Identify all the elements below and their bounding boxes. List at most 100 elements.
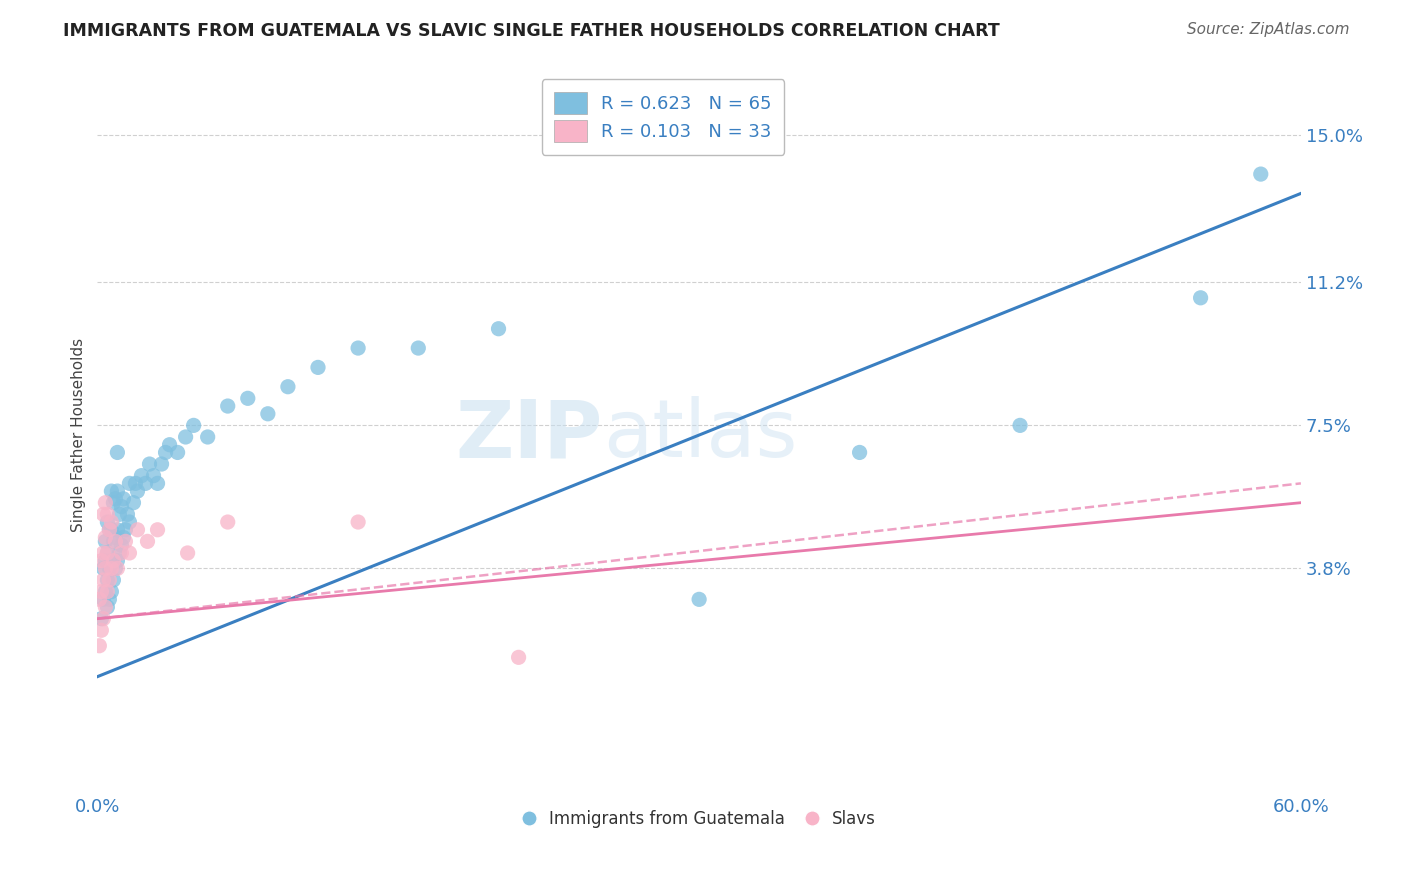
Point: [104, 531, 127, 545]
Point: [166, 445, 188, 459]
Point: [100, 554, 122, 568]
Point: [408, 341, 430, 355]
Point: [100, 561, 122, 575]
Point: [93, 561, 115, 575]
Point: [96, 600, 118, 615]
Text: ZIP: ZIP: [456, 396, 603, 474]
Point: [94, 531, 117, 545]
Text: Source: ZipAtlas.com: Source: ZipAtlas.com: [1187, 22, 1350, 37]
Point: [107, 561, 129, 575]
Point: [236, 392, 259, 406]
Point: [100, 484, 122, 499]
Point: [90, 624, 112, 638]
Point: [94, 534, 117, 549]
Point: [94, 554, 117, 568]
Point: [93, 612, 115, 626]
Point: [110, 500, 132, 514]
Point: [107, 445, 129, 459]
Point: [117, 508, 139, 522]
Point: [107, 484, 129, 499]
Point: [89, 592, 111, 607]
Point: [124, 476, 146, 491]
Point: [104, 534, 127, 549]
Point: [176, 546, 198, 560]
Point: [103, 534, 125, 549]
Point: [110, 538, 132, 552]
Point: [94, 584, 117, 599]
Point: [110, 546, 132, 560]
Point: [90, 554, 112, 568]
Point: [136, 534, 159, 549]
Point: [90, 612, 112, 626]
Point: [197, 430, 219, 444]
Point: [98, 523, 121, 537]
Point: [94, 561, 117, 575]
Point: [118, 546, 141, 560]
Point: [1189, 291, 1212, 305]
Point: [100, 515, 122, 529]
Point: [347, 515, 370, 529]
Point: [155, 445, 177, 459]
Point: [94, 600, 117, 615]
Point: [142, 468, 165, 483]
Point: [131, 468, 153, 483]
Point: [90, 584, 112, 599]
Point: [257, 407, 280, 421]
Point: [183, 418, 205, 433]
Point: [103, 496, 125, 510]
Point: [217, 399, 239, 413]
Point: [112, 531, 135, 545]
Point: [93, 508, 115, 522]
Text: IMMIGRANTS FROM GUATEMALA VS SLAVIC SINGLE FATHER HOUSEHOLDS CORRELATION CHART: IMMIGRANTS FROM GUATEMALA VS SLAVIC SING…: [63, 22, 1000, 40]
Point: [93, 546, 115, 560]
Point: [98, 561, 121, 575]
Point: [100, 584, 122, 599]
Point: [98, 592, 121, 607]
Point: [134, 476, 156, 491]
Point: [94, 496, 117, 510]
Point: [127, 484, 149, 499]
Point: [103, 554, 125, 568]
Point: [688, 592, 710, 607]
Point: [107, 523, 129, 537]
Point: [108, 546, 131, 560]
Point: [1010, 418, 1032, 433]
Point: [217, 515, 239, 529]
Point: [307, 360, 329, 375]
Legend: Immigrants from Guatemala, Slavs: Immigrants from Guatemala, Slavs: [516, 803, 883, 834]
Point: [174, 430, 197, 444]
Text: atlas: atlas: [603, 396, 797, 474]
Point: [96, 546, 118, 560]
Point: [118, 515, 141, 529]
Point: [1250, 167, 1272, 181]
Point: [96, 546, 118, 560]
Y-axis label: Single Father Households: Single Father Households: [72, 338, 86, 533]
Point: [103, 573, 125, 587]
Point: [347, 341, 370, 355]
Point: [93, 592, 115, 607]
Point: [122, 496, 145, 510]
Point: [488, 322, 510, 336]
Point: [93, 573, 115, 587]
Point: [100, 523, 122, 537]
Point: [508, 650, 530, 665]
Point: [118, 476, 141, 491]
Point: [138, 457, 160, 471]
Point: [96, 508, 118, 522]
Point: [98, 573, 121, 587]
Point: [848, 445, 870, 459]
Point: [96, 584, 118, 599]
Point: [96, 573, 118, 587]
Point: [146, 476, 169, 491]
Point: [114, 534, 136, 549]
Point: [89, 639, 111, 653]
Point: [98, 523, 121, 537]
Point: [107, 554, 129, 568]
Point: [108, 508, 131, 522]
Point: [127, 523, 149, 537]
Point: [159, 438, 181, 452]
Point: [114, 523, 136, 537]
Point: [112, 491, 135, 506]
Point: [104, 491, 127, 506]
Point: [277, 380, 299, 394]
